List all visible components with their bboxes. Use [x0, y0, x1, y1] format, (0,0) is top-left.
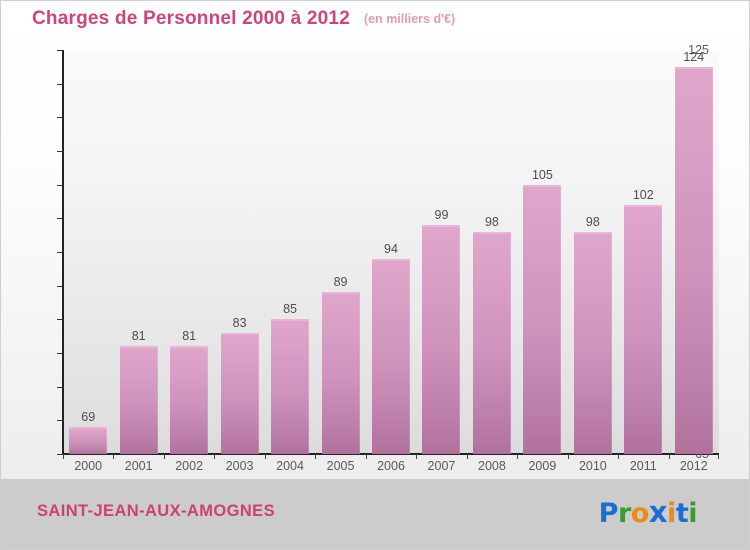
x-axis-tick-label: 2003	[225, 459, 254, 473]
bar-value-label: 105	[531, 167, 553, 182]
logo-letter: i	[688, 498, 697, 529]
page-title: Charges de Personnel 2000 à 2012	[32, 8, 350, 29]
logo-letter: P	[598, 498, 619, 529]
x-axis-tick-label: 2007	[427, 459, 456, 473]
bar-value-label: 83	[232, 315, 247, 330]
plot-area: 65707580859095100105110115120125 6981818…	[57, 43, 719, 473]
x-tick	[365, 454, 367, 459]
x-tick	[113, 454, 115, 459]
x-tick	[416, 454, 418, 459]
bar-rect[interactable]	[674, 67, 713, 454]
bar-rect[interactable]	[119, 346, 158, 454]
bar-rect[interactable]	[624, 204, 663, 454]
bar-item[interactable]: 99	[422, 50, 461, 454]
footer-bar: SAINT-JEAN-AUX-AMOGNES Proxiti	[1, 479, 749, 549]
bar-item[interactable]: 98	[573, 50, 612, 454]
x-axis-tick-label: 2006	[377, 459, 405, 473]
x-tick	[618, 454, 620, 459]
bar-value-label: 124	[683, 50, 705, 64]
bar-value-label: 81	[131, 329, 146, 344]
logo-letter: x	[648, 495, 668, 529]
y-tick	[57, 50, 63, 51]
bar-item[interactable]: 81	[119, 50, 158, 454]
x-tick	[315, 454, 317, 459]
x-axis-tick-label: 2005	[326, 459, 355, 473]
bar-rect[interactable]	[220, 332, 259, 454]
x-axis-tick-label: 2012	[679, 459, 708, 473]
x-axis-tick-label: 2010	[578, 459, 607, 473]
bar-value-label: 98	[585, 214, 600, 229]
bar-series: 69 81 81 83 85 89 94 99 98 105 98 102 124	[63, 50, 719, 454]
bar-item[interactable]: 105	[523, 50, 562, 454]
bar-item[interactable]: 83	[220, 50, 259, 454]
x-tick	[466, 454, 468, 459]
y-tick	[57, 319, 63, 321]
x-tick	[63, 454, 64, 459]
bar-value-label: 85	[283, 302, 298, 317]
logo-letter: t	[675, 498, 689, 529]
x-axis-tick-label: 2000	[74, 459, 103, 473]
logo-letter: o	[630, 498, 650, 529]
x-axis-tick-label: 2004	[276, 459, 304, 473]
y-axis-line	[62, 50, 64, 454]
logo-letter: i	[667, 498, 676, 529]
y-tick	[57, 83, 63, 85]
bar-value-label: 102	[632, 187, 654, 202]
bar-rect[interactable]	[523, 184, 562, 454]
x-axis-tick-label: 2011	[629, 459, 657, 473]
y-tick	[57, 353, 63, 354]
bar-item[interactable]: 69	[69, 50, 108, 454]
bar-rect[interactable]	[271, 319, 310, 454]
chart-header: Charges de Personnel 2000 à 2012 (en mil…	[1, 1, 750, 37]
y-tick	[57, 218, 63, 220]
y-tick	[57, 252, 63, 253]
chart-subtitle: (en milliers d'€)	[363, 12, 456, 26]
x-tick	[517, 454, 519, 459]
bar-rect[interactable]	[573, 231, 612, 454]
bar-item[interactable]: 102	[624, 50, 663, 454]
bar-rect[interactable]	[321, 292, 360, 454]
bar-value-label: 99	[434, 208, 449, 223]
y-tick	[57, 386, 63, 388]
bar-item[interactable]: 94	[372, 50, 410, 454]
x-axis-tick-label: 2008	[478, 459, 506, 473]
x-tick	[264, 454, 266, 459]
bar-value-label: 94	[384, 241, 398, 256]
x-axis-line	[62, 453, 719, 455]
logo-letter: r	[617, 498, 631, 529]
bar-rect[interactable]	[472, 231, 511, 454]
bar-item[interactable]: 98	[472, 50, 511, 454]
bar-item[interactable]: 124	[674, 50, 713, 454]
y-tick	[57, 151, 63, 152]
x-axis-tick-label: 2002	[175, 459, 204, 473]
bar-item[interactable]: 85	[271, 50, 310, 454]
bar-item[interactable]: 81	[170, 50, 209, 454]
y-axis-tick-label: 125	[688, 43, 709, 57]
proxiti-logo[interactable]: Proxiti	[598, 495, 698, 529]
bar-rect[interactable]	[422, 225, 461, 454]
x-axis-tick-label: 2009	[528, 459, 557, 473]
y-tick	[57, 420, 63, 422]
bar-value-label: 81	[182, 329, 197, 344]
bar-rect[interactable]	[372, 258, 410, 454]
bar-value-label: 69	[81, 410, 96, 425]
x-tick	[567, 454, 569, 459]
x-tick	[214, 454, 216, 459]
x-axis-tick-label: 2001	[124, 459, 153, 473]
bar-item[interactable]: 89	[321, 50, 360, 454]
x-tick	[163, 454, 165, 459]
bar-rect[interactable]	[69, 427, 108, 454]
bar-value-label: 89	[333, 275, 348, 290]
y-tick	[57, 285, 63, 287]
bar-rect[interactable]	[170, 346, 209, 454]
x-tick	[668, 454, 670, 459]
commune-label: SAINT-JEAN-AUX-AMOGNES	[37, 502, 275, 520]
y-tick	[57, 454, 63, 455]
y-tick	[57, 184, 63, 186]
bar-value-label: 98	[484, 214, 499, 229]
y-tick	[57, 117, 63, 119]
x-tick	[718, 454, 719, 459]
